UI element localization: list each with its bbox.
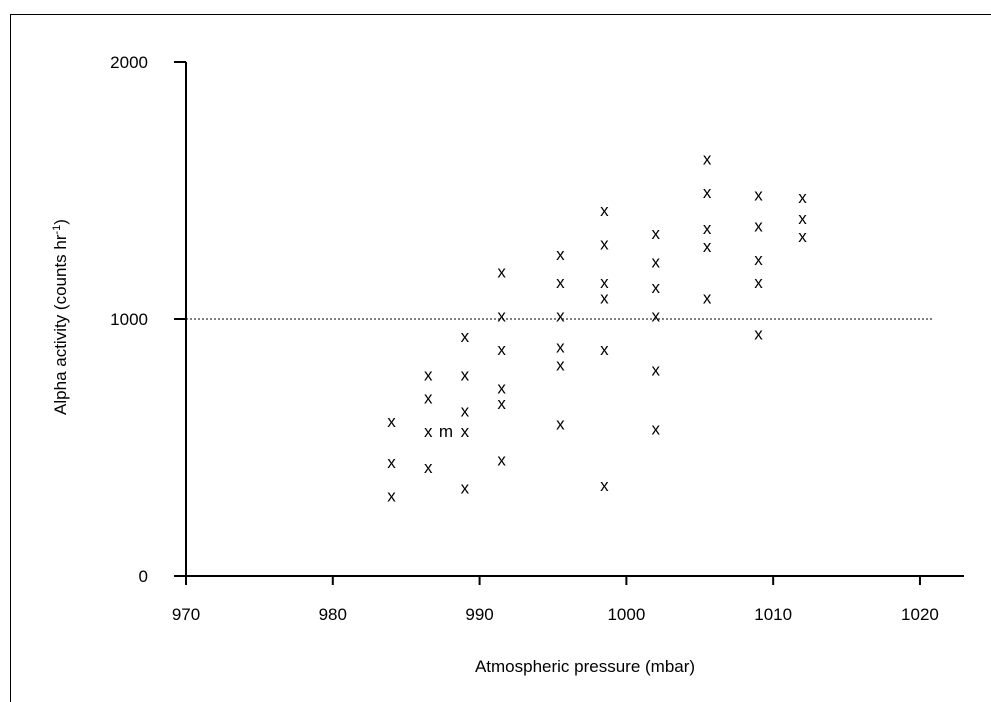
data-point: x [556,306,565,325]
data-point: x [798,209,807,228]
y-axis-title-tail: ) [51,219,70,225]
data-point: x [556,273,565,292]
data-point: x [461,479,470,498]
data-point: x [651,306,660,325]
data-point: x [424,389,433,408]
data-point: x [703,183,712,202]
data-point: x [424,366,433,385]
x-tick-label: 980 [319,605,347,624]
data-point: x [556,414,565,433]
data-point: x [387,412,396,431]
data-annotation: m [439,422,453,441]
data-point: x [754,250,763,269]
data-point: x [703,150,712,169]
data-point: x [556,355,565,374]
data-point: x [600,288,609,307]
data-point: x [497,340,506,359]
data-point: x [600,340,609,359]
chart-frame [10,14,991,702]
data-point: x [798,227,807,246]
data-marks: xxxxxxxxxxxxxxxxxxxxxxxxxxxxxxxxxxxxxxxx… [387,150,807,506]
data-point: x [461,327,470,346]
y-axis-title-main: Alpha activity (counts hr [51,234,70,415]
x-tick-label: 990 [465,605,493,624]
data-point: x [600,273,609,292]
data-point: x [387,453,396,472]
x-tick-label: 1010 [754,605,792,624]
data-point: x [754,216,763,235]
data-point: x [651,252,660,271]
data-point: x [651,278,660,297]
data-point: x [651,360,660,379]
data-point: x [461,366,470,385]
data-point: x [754,324,763,343]
y-tick-label: 1000 [110,310,148,329]
y-tick-label: 2000 [110,53,148,72]
y-tick-label: 0 [139,567,148,586]
axes: 970 980 990 1000 1010 1020 0 1000 2000 [110,53,964,624]
data-point: x [600,201,609,220]
y-axis-title-superscript: -1 [51,225,63,235]
data-point: x [461,402,470,421]
data-point: x [600,234,609,253]
data-point: x [600,476,609,495]
data-point: x [424,422,433,441]
data-point: x [497,378,506,397]
data-point: x [424,458,433,477]
data-point: x [556,337,565,356]
data-point: x [387,486,396,505]
data-point: x [798,188,807,207]
data-point: x [461,422,470,441]
data-point: x [651,420,660,439]
data-point: x [556,245,565,264]
data-point: x [497,306,506,325]
data-point: x [497,263,506,282]
x-tick-label: 1000 [607,605,645,624]
data-point: x [754,186,763,205]
x-axis-title: Atmospheric pressure (mbar) [475,657,695,676]
y-axis-title: Alpha activity (counts hr-1) [51,219,70,415]
data-point: x [651,224,660,243]
data-point: x [754,273,763,292]
data-point: x [497,450,506,469]
x-tick-label: 1020 [901,605,939,624]
data-point: x [703,219,712,238]
data-point: x [703,288,712,307]
data-point: x [703,237,712,256]
data-point: x [497,394,506,413]
x-tick-label: 970 [172,605,200,624]
